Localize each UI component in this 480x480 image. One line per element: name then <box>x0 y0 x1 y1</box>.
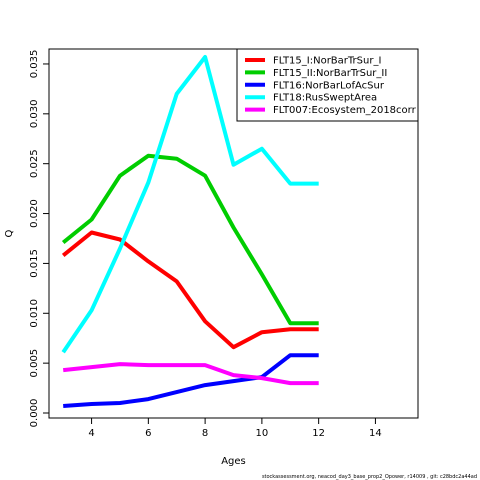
y-tick-label: 0.020 <box>29 199 40 228</box>
y-tick-label: 0.000 <box>29 399 40 428</box>
y-tick-label: 0.025 <box>29 149 40 178</box>
y-tick-label: 0.010 <box>29 299 40 328</box>
legend-label: FLT18:RusSweptArea <box>273 93 377 104</box>
x-axis: 4 6 8 10 12 14 <box>88 418 382 439</box>
plot-frame <box>48 48 419 419</box>
y-tick-label: 0.030 <box>29 100 40 129</box>
x-axis-title: Ages <box>221 456 246 467</box>
series-line <box>62 362 319 386</box>
legend-label: FLT15_I:NorBarTrSur_I <box>273 56 381 67</box>
x-tick-label: 8 <box>202 428 208 439</box>
y-axis-title: Q <box>4 229 15 237</box>
x-tick-label: 14 <box>369 428 382 439</box>
x-tick-label: 12 <box>312 428 325 439</box>
x-tick-label: 6 <box>145 428 151 439</box>
y-tick-label: 0.005 <box>29 349 40 378</box>
series-line <box>63 353 319 408</box>
footer-text: stockassessment.org, neacod_day3_base_pr… <box>262 474 477 480</box>
x-tick-label: 10 <box>256 428 269 439</box>
series-layer <box>61 55 319 408</box>
legend-box <box>236 48 419 122</box>
legend: FLT15_I:NorBarTrSur_IFLT15_II:NorBarTrSu… <box>236 48 419 122</box>
series-line <box>61 55 319 354</box>
legend-label: FLT15_II:NorBarTrSur_II <box>273 68 387 79</box>
series-line <box>61 153 319 326</box>
legend-label: FLT007:Ecosystem_2018corr <box>273 105 417 116</box>
y-axis: 0.000 0.005 0.010 0.015 0.020 0.025 0.030 0.035 <box>29 50 49 428</box>
x-tick-label: 4 <box>88 428 94 439</box>
y-tick-label: 0.015 <box>29 249 40 278</box>
legend-label: FLT16:NorBarLofAcSur <box>273 80 385 91</box>
series-line <box>61 230 319 350</box>
y-tick-label: 0.035 <box>29 50 40 79</box>
